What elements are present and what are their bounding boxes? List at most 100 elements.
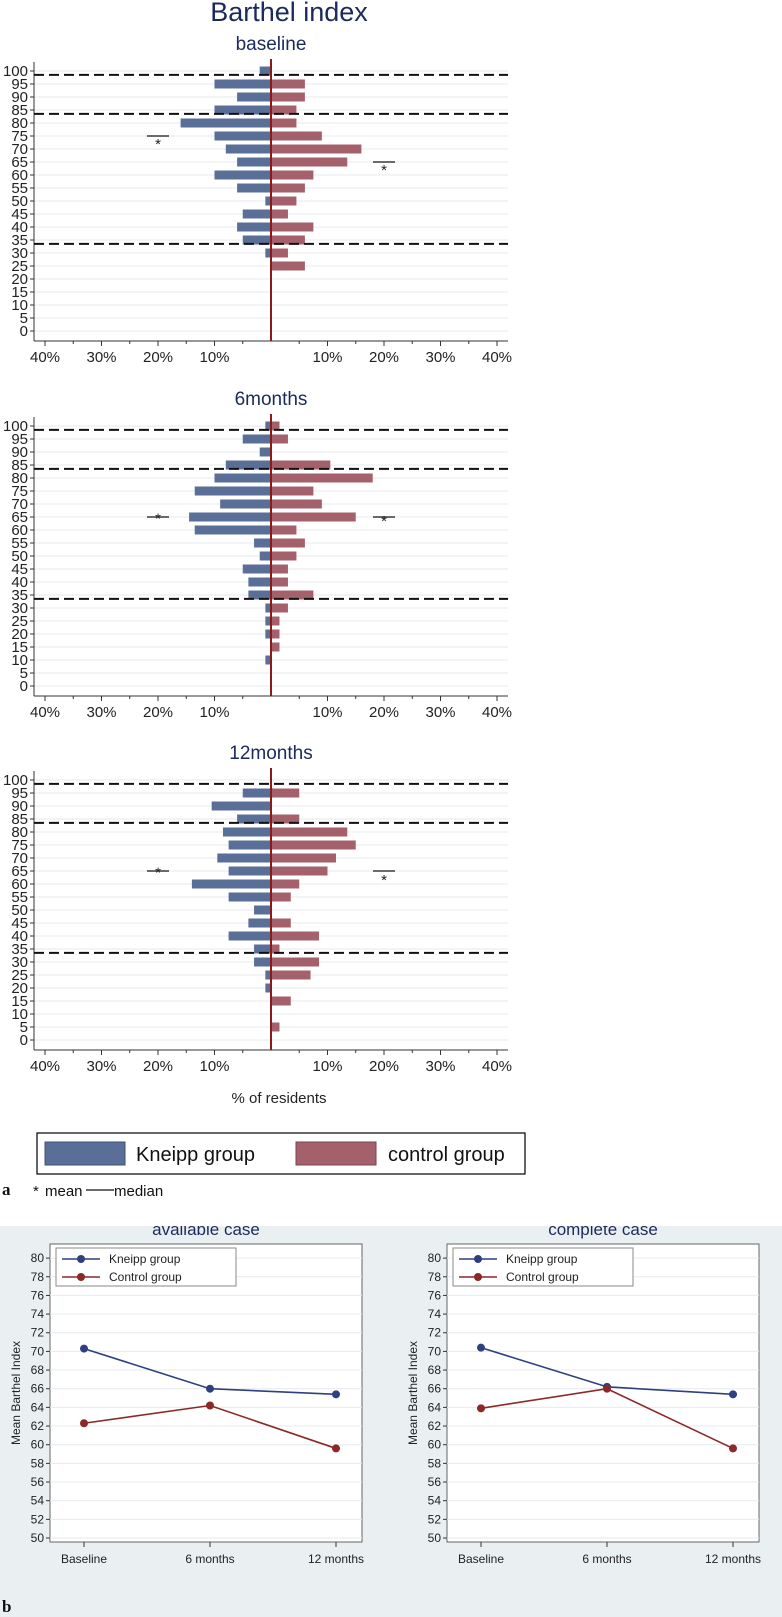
bar-kneipp (237, 183, 271, 193)
y-tick-label: 68 (428, 1363, 442, 1377)
x-tick-label: 6 months (582, 1552, 631, 1566)
legend-label: Control group (506, 1270, 579, 1284)
bar-kneipp (242, 209, 271, 219)
bar-kneipp (259, 551, 271, 561)
bar-kneipp (265, 970, 271, 980)
x-tick-label: 30% (86, 704, 116, 721)
data-point-control (332, 1444, 340, 1453)
y-tick-label: 65 (11, 863, 28, 880)
bar-control (271, 118, 297, 128)
x-tick-label: 20% (143, 349, 173, 366)
x-tick-label: 12 months (705, 1552, 761, 1566)
bar-control (271, 957, 320, 967)
y-tick-label: 52 (31, 1512, 45, 1526)
bar-control (271, 642, 280, 652)
bar-kneipp (248, 590, 271, 600)
bar-kneipp (254, 957, 271, 967)
figure-a-title: Barthel index (210, 0, 368, 27)
x-tick-label: 20% (143, 1058, 173, 1075)
y-tick-label: 72 (428, 1326, 442, 1340)
bar-control (271, 970, 311, 980)
bar-kneipp (265, 196, 271, 206)
figure-b: available case 50 52 54 56 58 60 62 64 66 68 70 72 74… (0, 1226, 782, 1617)
y-tick-label: 10 (11, 297, 28, 314)
bar-control (271, 853, 336, 863)
bar-control (271, 840, 356, 850)
y-tick-label: 100 (3, 418, 28, 435)
y-tick-label: 76 (428, 1288, 442, 1302)
legend-a-kneipp-swatch (44, 1141, 126, 1166)
bar-kneipp (242, 788, 271, 798)
y-tick-label: 80 (428, 1251, 442, 1265)
bar-control (271, 248, 288, 258)
y-tick-label: 95 (11, 785, 28, 802)
y-tick-label: 72 (31, 1326, 45, 1340)
data-point-kneipp (80, 1344, 88, 1353)
legend-a-control-swatch (295, 1141, 377, 1166)
y-tick-label: 30 (11, 600, 28, 617)
bar-control (271, 499, 322, 509)
y-tick-label: 30 (11, 245, 28, 262)
bar-control (271, 434, 288, 444)
bar-kneipp (189, 512, 271, 522)
mean-mark-control: * (381, 162, 387, 179)
line-chart-available-case: available case 50 52 54 56 58 60 62 64 66 68 70 72 74… (9, 1226, 364, 1566)
y-tick-label: 75 (11, 483, 28, 500)
footnote-mean-symbol: * (33, 1183, 39, 1200)
bar-control (271, 460, 331, 470)
data-point-control (206, 1401, 214, 1410)
y-tick-label: 54 (428, 1494, 442, 1508)
x-tick-label: 40% (482, 349, 512, 366)
bar-kneipp (265, 655, 271, 665)
y-tick-label: 5 (20, 1019, 28, 1036)
bar-kneipp (222, 827, 271, 837)
legend-marker (474, 1255, 482, 1263)
bar-control (271, 486, 314, 496)
bar-control (271, 866, 328, 876)
bar-control (271, 788, 300, 798)
bar-kneipp (194, 525, 271, 535)
y-tick-label: 74 (31, 1307, 45, 1321)
y-tick-label: 40 (11, 928, 28, 945)
y-tick-label: 0 (20, 678, 28, 695)
bar-kneipp (237, 222, 271, 232)
bar-kneipp (265, 421, 271, 431)
panel-title: 12months (229, 743, 312, 764)
bar-control (271, 157, 348, 167)
y-tick-label: 70 (11, 141, 28, 158)
y-axis-label: Mean Barthel Index (9, 1341, 23, 1445)
data-point-control (603, 1384, 611, 1393)
bar-kneipp (237, 157, 271, 167)
legend-label: Kneipp group (109, 1252, 181, 1266)
y-tick-label: 80 (31, 1251, 45, 1265)
bar-control (271, 879, 300, 889)
y-tick-label: 45 (11, 206, 28, 223)
y-tick-label: 58 (31, 1456, 45, 1470)
y-tick-label: 10 (11, 1006, 28, 1023)
y-tick-label: 70 (11, 850, 28, 867)
mean-mark-kneipp: * (155, 864, 161, 881)
bar-control (271, 629, 280, 639)
y-tick-label: 70 (428, 1344, 442, 1358)
x-tick-label: Baseline (61, 1552, 107, 1566)
bar-kneipp (228, 892, 271, 902)
y-tick-label: 68 (31, 1363, 45, 1377)
y-tick-label: 50 (11, 548, 28, 565)
x-tick-label: 40% (30, 704, 60, 721)
y-tick-label: 60 (31, 1438, 45, 1452)
data-point-kneipp (332, 1390, 340, 1399)
bar-kneipp (265, 629, 271, 639)
bar-kneipp (259, 66, 271, 76)
y-tick-label: 50 (31, 1531, 45, 1545)
bar-control (271, 918, 291, 928)
y-tick-label: 85 (11, 102, 28, 119)
chart-title: complete case (548, 1226, 658, 1239)
y-tick-label: 100 (3, 772, 28, 789)
x-axis-label: % of residents (231, 1090, 326, 1107)
pyramid-6months: 6months100959085807570656055504540353025… (3, 389, 512, 721)
y-tick-label: 45 (11, 915, 28, 932)
bar-control (271, 564, 288, 574)
bar-control (271, 814, 300, 824)
legend-label: Control group (109, 1270, 182, 1284)
y-tick-label: 60 (11, 167, 28, 184)
